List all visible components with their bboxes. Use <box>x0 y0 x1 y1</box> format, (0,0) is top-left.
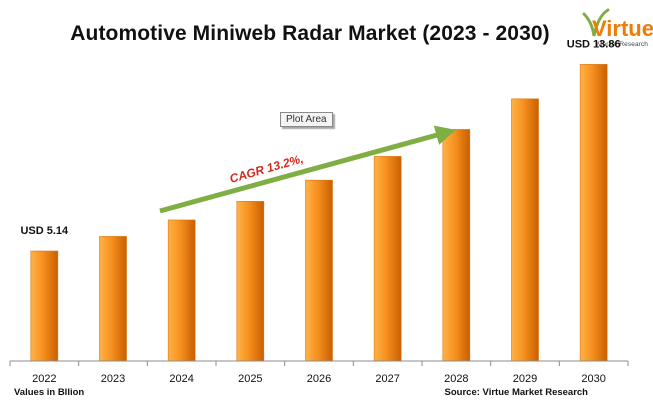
chart-title: Automotive Miniweb Radar Market (2023 - … <box>70 22 550 45</box>
x-tick-label-2027: 2027 <box>375 373 399 385</box>
bar-2022 <box>30 250 59 362</box>
bar-2029 <box>511 98 539 362</box>
logo-swoosh-icon <box>582 8 610 37</box>
logo-word: Virtue <box>592 16 653 41</box>
x-tick-label-2022: 2022 <box>32 373 56 385</box>
data-label-2030: USD 13.86 <box>567 38 621 50</box>
bar-2024 <box>167 219 196 362</box>
data-label-2022: USD 5.14 <box>20 225 69 237</box>
bar-2025 <box>236 201 265 362</box>
cagr-arrow <box>159 125 456 214</box>
x-tick-label-2024: 2024 <box>169 373 193 385</box>
x-tick-label-2029: 2029 <box>513 373 537 385</box>
virtue-logo: Virtue Market Research <box>578 8 653 56</box>
x-tick-label-2028: 2028 <box>444 373 468 385</box>
x-tick-label-2026: 2026 <box>307 373 331 385</box>
source-note: Source: Virtue Market Research <box>444 387 588 398</box>
logo-subtitle: Market Research <box>597 41 648 48</box>
x-tick-label-2025: 2025 <box>238 373 262 385</box>
bar-2030 <box>579 64 608 362</box>
bar-2028 <box>442 129 471 362</box>
plot-area-tooltip: Plot Area <box>280 112 333 127</box>
bar-2023 <box>99 236 127 362</box>
values-unit-note: Values in Bllion <box>14 387 85 398</box>
x-tick-label-2030: 2030 <box>581 373 605 385</box>
x-tick-label-2023: 2023 <box>101 373 125 385</box>
bar-2027 <box>373 156 402 362</box>
bar-2026 <box>305 179 333 362</box>
